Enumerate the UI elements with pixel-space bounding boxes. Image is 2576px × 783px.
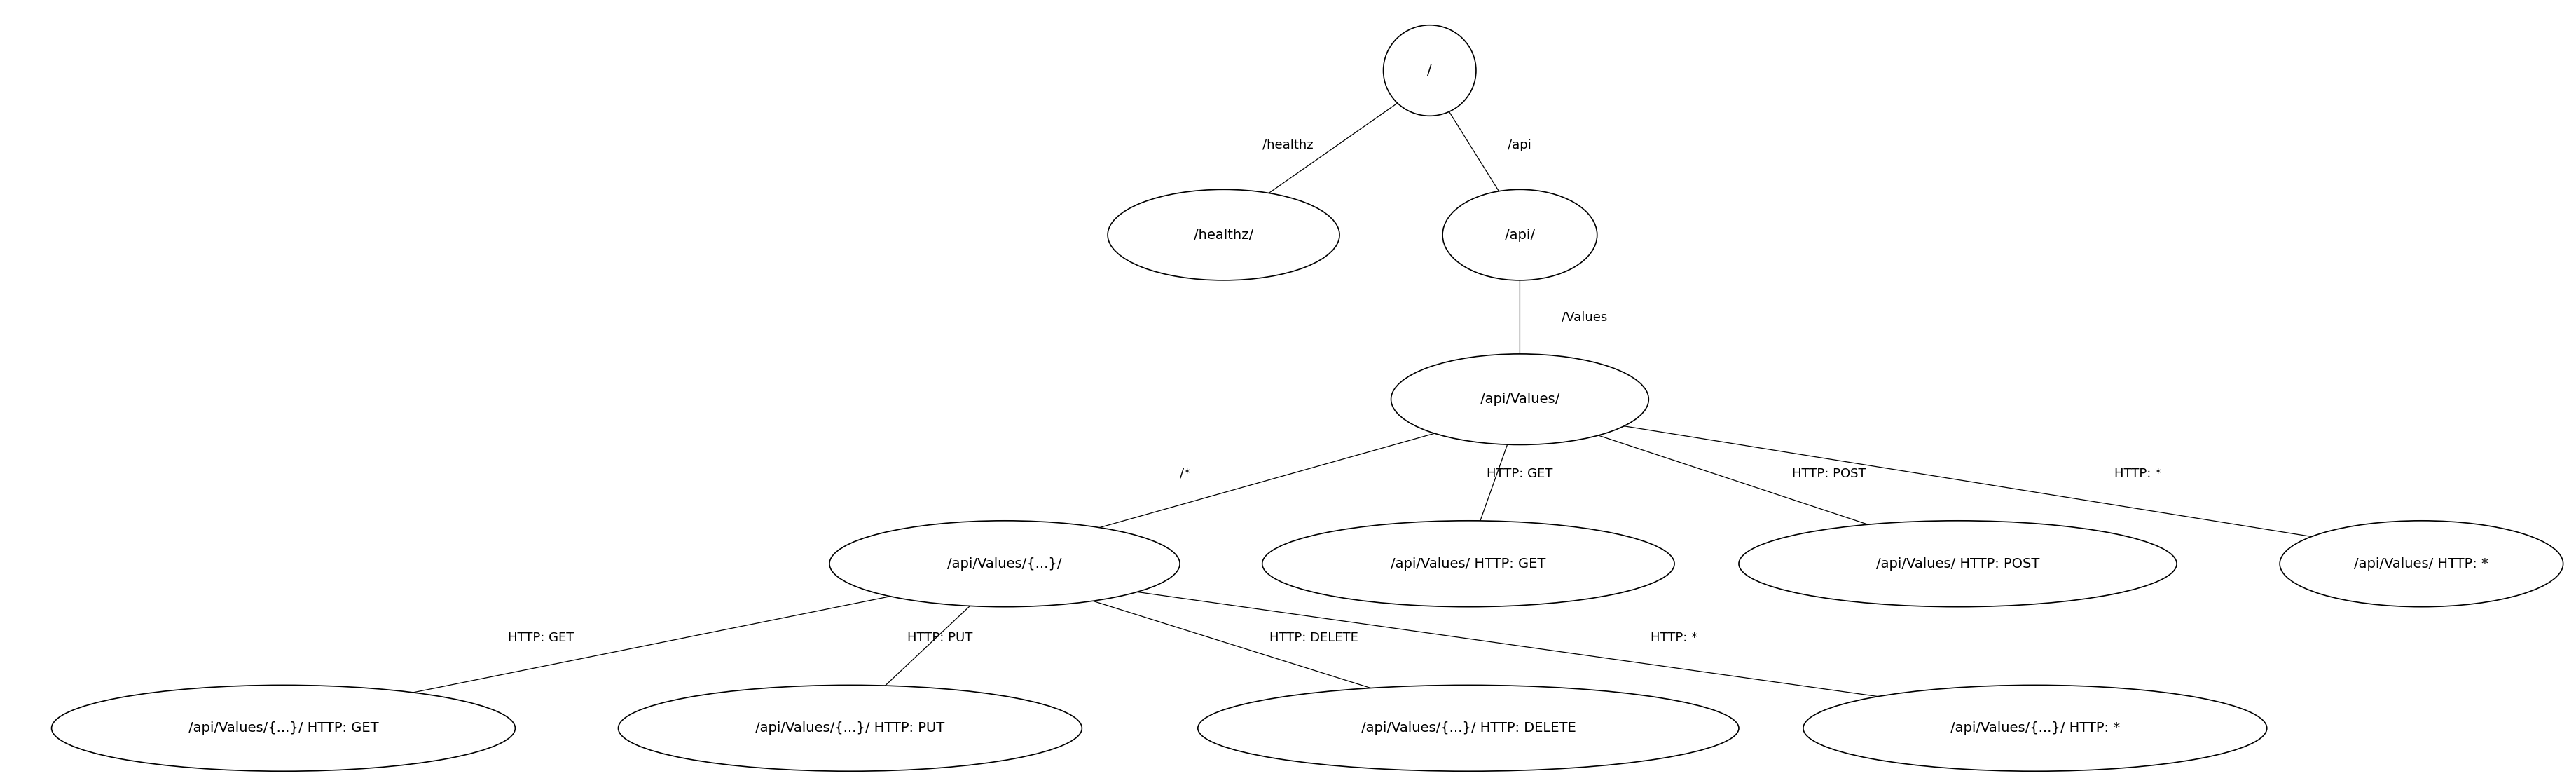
Text: /api/: /api/ [1504,228,1535,242]
Text: /api/Values/{...}/ HTTP: *: /api/Values/{...}/ HTTP: * [1950,721,2120,735]
Ellipse shape [1803,685,2267,771]
Ellipse shape [1198,685,1739,771]
Text: /api/Values/ HTTP: GET: /api/Values/ HTTP: GET [1391,557,1546,571]
Text: /api/Values/{...}/: /api/Values/{...}/ [948,557,1061,571]
Ellipse shape [2280,521,2563,607]
Ellipse shape [1739,521,2177,607]
Text: HTTP: DELETE: HTTP: DELETE [1270,632,1358,644]
Text: /: / [1427,63,1432,78]
Text: HTTP: POST: HTTP: POST [1793,467,1865,480]
Text: /healthz: /healthz [1262,139,1314,151]
Ellipse shape [829,521,1180,607]
Text: /healthz/: /healthz/ [1193,228,1255,242]
Text: /*: /* [1180,467,1190,480]
Text: HTTP: GET: HTTP: GET [507,632,574,644]
Text: /api/Values/ HTTP: POST: /api/Values/ HTTP: POST [1875,557,2040,571]
Text: /api/Values/{...}/ HTTP: DELETE: /api/Values/{...}/ HTTP: DELETE [1360,721,1577,735]
Text: HTTP: GET: HTTP: GET [1486,467,1553,480]
Text: /api/Values/ HTTP: *: /api/Values/ HTTP: * [2354,557,2488,571]
Ellipse shape [1262,521,1674,607]
Text: HTTP: *: HTTP: * [1651,632,1698,644]
Text: /api/Values/{...}/ HTTP: PUT: /api/Values/{...}/ HTTP: PUT [755,721,945,735]
Text: /api: /api [1507,139,1533,151]
Text: HTTP: *: HTTP: * [2115,467,2161,480]
Ellipse shape [1391,354,1649,445]
Ellipse shape [1443,189,1597,280]
Ellipse shape [52,685,515,771]
Ellipse shape [1383,25,1476,116]
Text: /api/Values/: /api/Values/ [1481,392,1558,406]
Ellipse shape [1108,189,1340,280]
Ellipse shape [618,685,1082,771]
Text: /Values: /Values [1561,311,1607,323]
Text: HTTP: PUT: HTTP: PUT [907,632,974,644]
Text: /api/Values/{...}/ HTTP: GET: /api/Values/{...}/ HTTP: GET [188,721,379,735]
